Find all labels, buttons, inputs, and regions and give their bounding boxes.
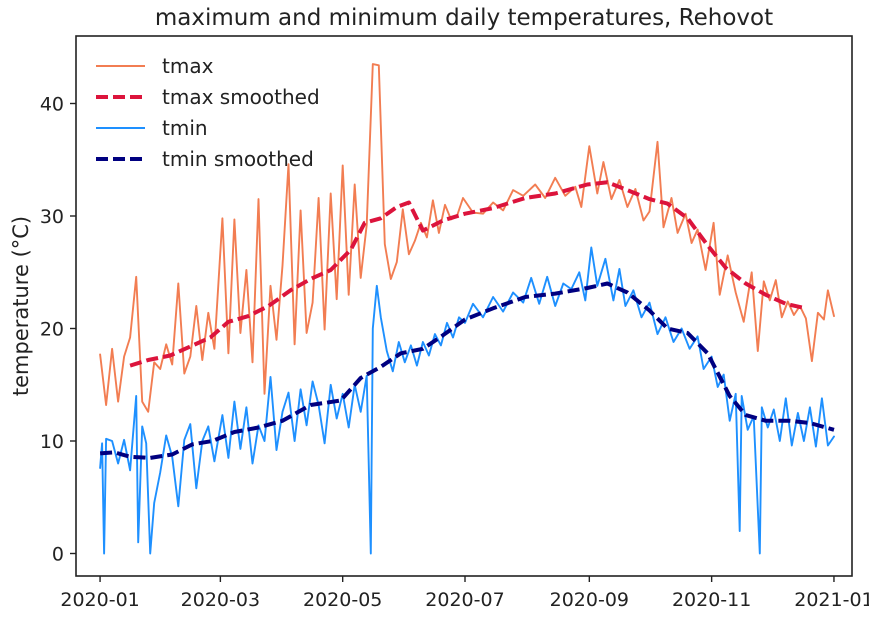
axis-layer: 2020-01 2020-03 2020-05 2020-07 2020-09 2020-… bbox=[40, 94, 869, 612]
x-tick-label: 2020-07 bbox=[425, 589, 504, 611]
y-tick-label: 30 bbox=[40, 206, 64, 228]
y-tick-label: 0 bbox=[52, 544, 64, 566]
legend-label-tmin-smoothed: tmin smoothed bbox=[162, 147, 314, 171]
x-tick-label: 2020-11 bbox=[672, 589, 751, 611]
x-tick-label: 2021-01 bbox=[794, 589, 869, 611]
x-tick-label: 2020-05 bbox=[303, 589, 382, 611]
legend: tmax tmax smoothed tmin tmin smoothed bbox=[96, 54, 320, 171]
legend-label-tmax: tmax bbox=[162, 54, 214, 78]
x-tick-label: 2020-03 bbox=[181, 589, 260, 611]
series-line-tmax bbox=[99, 63, 835, 413]
series-line-tmin bbox=[99, 246, 835, 555]
legend-label-tmax-smoothed: tmax smoothed bbox=[162, 85, 320, 109]
y-tick-label: 10 bbox=[40, 431, 64, 453]
y-tick-label: 40 bbox=[40, 94, 64, 116]
y-tick-label: 20 bbox=[40, 319, 64, 341]
x-tick-label: 2020-01 bbox=[60, 589, 139, 611]
plot-frame bbox=[75, 35, 853, 577]
series-line-tmin-smoothed bbox=[99, 281, 835, 460]
series-line-tmax-smoothed bbox=[129, 180, 807, 368]
y-axis-label: temperature (°C) bbox=[9, 216, 33, 396]
legend-label-tmin: tmin bbox=[162, 116, 208, 140]
chart-title: maximum and minimum daily temperatures, … bbox=[154, 5, 774, 31]
x-tick-label: 2020-09 bbox=[550, 589, 629, 611]
series-layer bbox=[99, 63, 835, 555]
